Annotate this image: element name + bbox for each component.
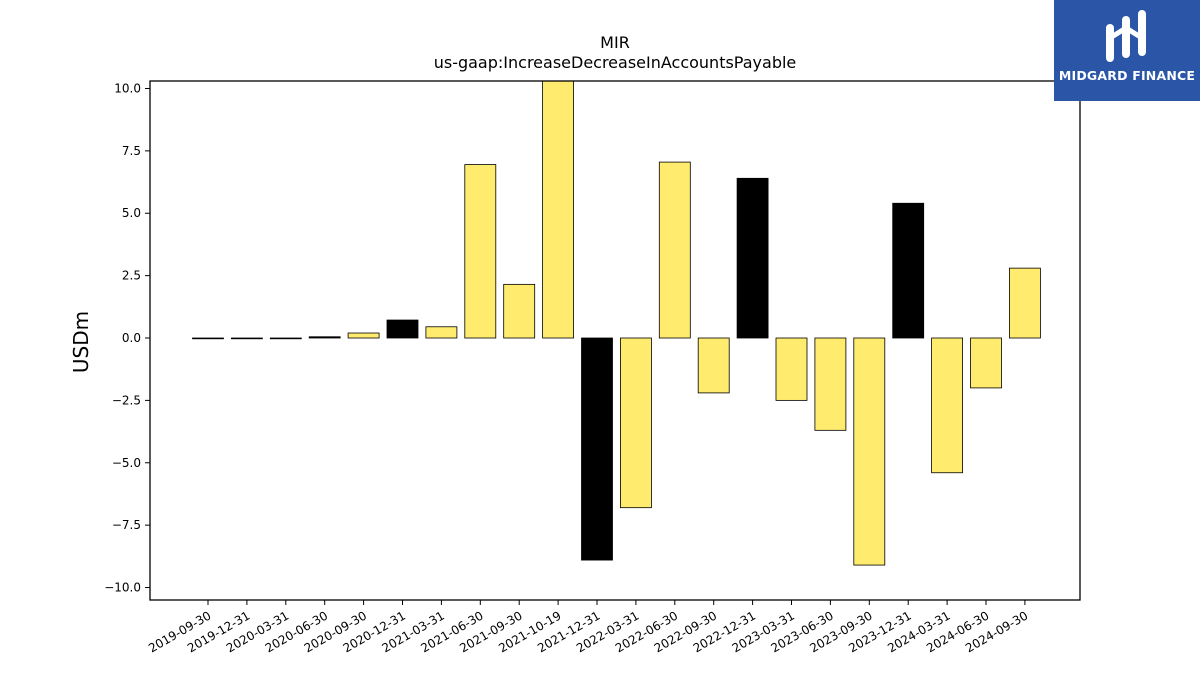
- bar-2021-10-19: [542, 80, 574, 339]
- y-tick-label: 2.5: [122, 269, 141, 283]
- bar-2022-09-30: [697, 337, 730, 394]
- y-axis-label: USDm: [69, 311, 93, 373]
- bar-2021-06-30: [464, 164, 497, 339]
- bar-2021-12-31: [581, 337, 613, 561]
- y-tick-label: −10.0: [104, 581, 141, 595]
- midgard-logo-icon: [1106, 10, 1146, 62]
- y-tick-label: 7.5: [122, 144, 141, 158]
- bar-2023-06-30: [814, 337, 847, 431]
- bar-2019-09-30: [192, 337, 224, 340]
- x-axis-ticks: 2019-09-302019-12-312020-03-312020-06-30…: [146, 600, 1030, 655]
- bar-2020-06-30: [308, 336, 341, 339]
- y-tick-label: 0.0: [122, 331, 141, 345]
- bars-group: [192, 80, 1041, 566]
- bar-2022-12-31: [736, 177, 769, 339]
- y-tick-label: 5.0: [122, 206, 141, 220]
- bar-2024-03-31: [931, 337, 963, 474]
- bar-2022-06-30: [658, 161, 691, 339]
- bar-2023-09-30: [853, 337, 886, 566]
- chart-subtitle: us-gaap:IncreaseDecreaseInAccountsPayabl…: [434, 53, 797, 72]
- y-tick-label: −5.0: [112, 456, 141, 470]
- bar-2022-03-31: [620, 337, 652, 509]
- y-tick-label: 10.0: [114, 81, 141, 95]
- brand-logo: MIDGARD FINANCE: [1054, 0, 1200, 101]
- bar-2024-09-30: [1009, 267, 1041, 339]
- plot-frame: [149, 80, 1081, 601]
- bar-2021-09-30: [503, 283, 536, 339]
- bar-2023-03-31: [775, 337, 808, 401]
- bar-2020-03-31: [269, 337, 302, 340]
- bar-2019-12-31: [230, 337, 263, 340]
- y-tick-label: −2.5: [112, 393, 141, 407]
- bar-2021-03-31: [425, 326, 458, 339]
- bar-2020-09-30: [347, 332, 380, 339]
- bar-2024-06-30: [970, 337, 1002, 389]
- y-axis-ticks: −10.0 −7.5 −5.0 −2.5 0.0 2.5 5.0 7.5 10.0: [104, 81, 150, 595]
- chart-title: MIR: [600, 33, 630, 52]
- bar-2023-12-31: [892, 202, 925, 339]
- brand-name: MIDGARD FINANCE: [1058, 68, 1196, 83]
- bar-2020-12-31: [386, 319, 419, 339]
- y-tick-label: −7.5: [112, 518, 141, 532]
